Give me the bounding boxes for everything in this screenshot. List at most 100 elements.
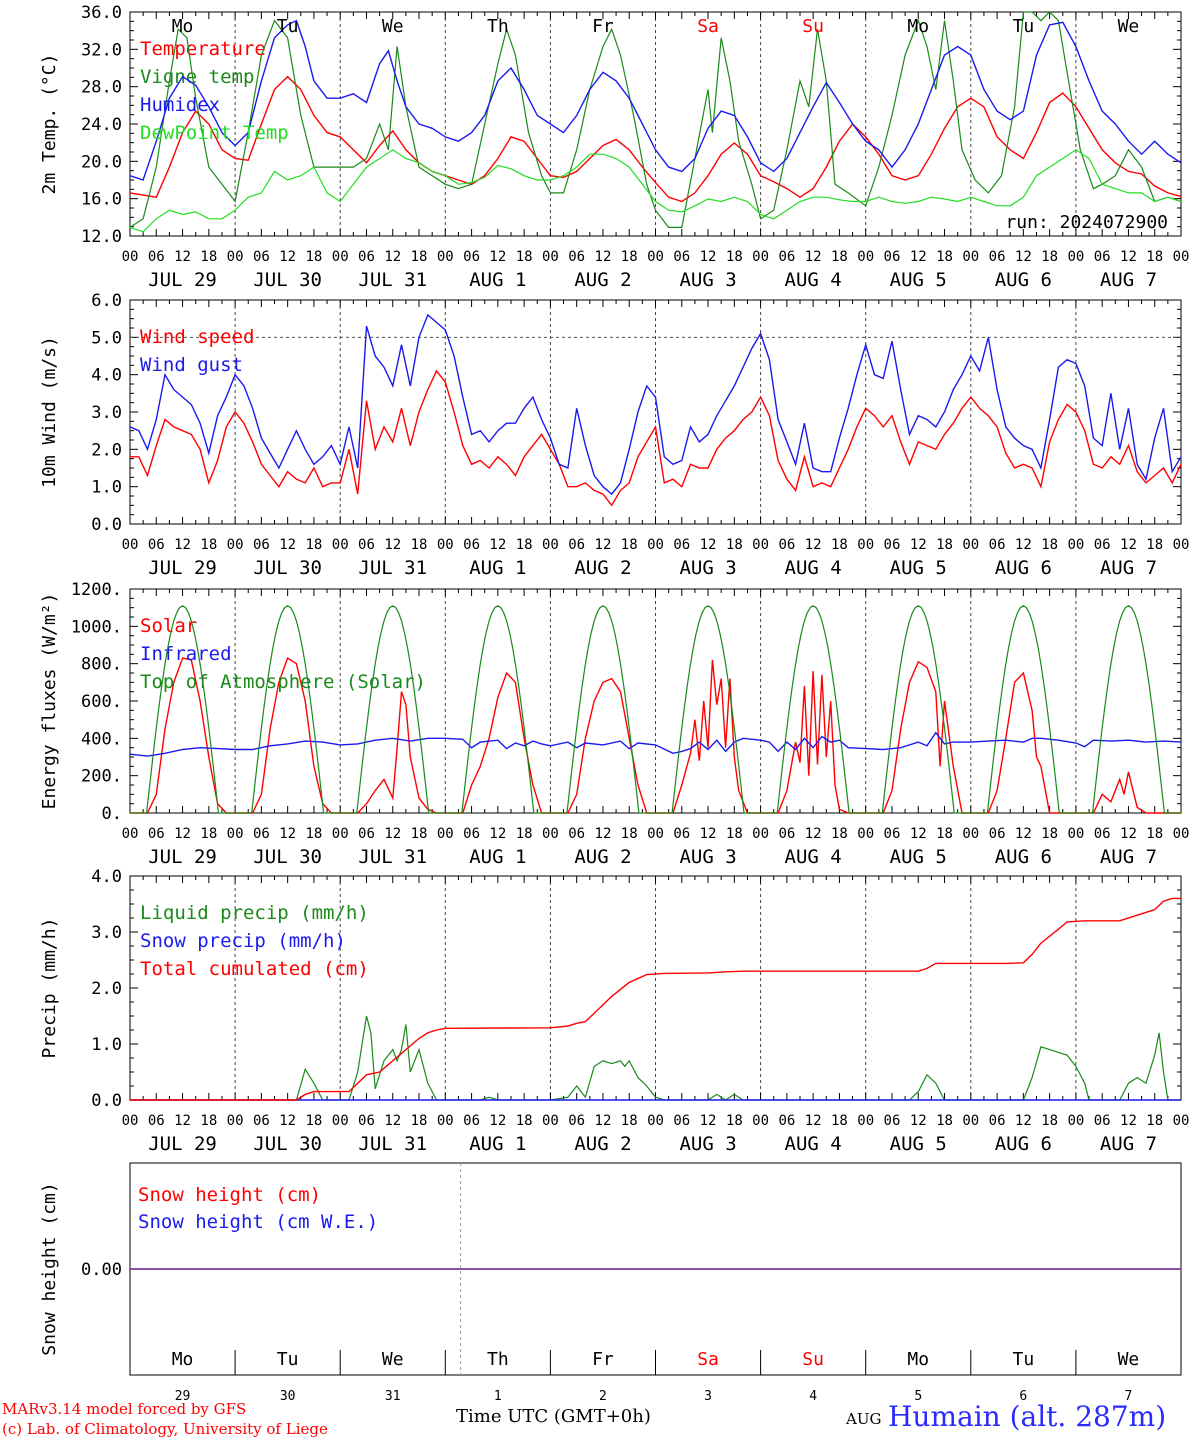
x-hour-label: 06 <box>884 537 901 553</box>
legend-entry: Top of Atmosphere (Solar) <box>140 671 426 693</box>
x-hour-label: 00 <box>227 826 244 842</box>
y-tick-label: 1000. <box>71 617 122 637</box>
x-hour-label: 06 <box>463 826 480 842</box>
weekday-label: Mo <box>907 16 929 37</box>
x-day-label: JUL 29 <box>148 557 217 579</box>
x-hour-label: 12 <box>384 249 401 265</box>
x-hour-label: 12 <box>805 826 822 842</box>
x-hour-label: 06 <box>253 1113 270 1129</box>
x-day-label: AUG 1 <box>469 1133 526 1155</box>
x-hour-label: 06 <box>148 1113 165 1129</box>
x-hour-label: 00 <box>857 537 874 553</box>
x-hour-label: 12 <box>489 537 506 553</box>
x-hour-label: 18 <box>516 1113 533 1129</box>
x-day-label: AUG 2 <box>574 846 631 868</box>
x-hour-label: 00 <box>752 537 769 553</box>
x-day-label: AUG 6 <box>995 846 1052 868</box>
x-hour-label: 12 <box>384 826 401 842</box>
y-axis-title: Snow height (cm) <box>39 1182 60 1355</box>
x-hour-label: 12 <box>1015 537 1032 553</box>
weekday-label: Fr <box>592 1349 614 1370</box>
y-axis-title: 2m Temp. (°C) <box>39 54 60 195</box>
x-day-label: JUL 30 <box>253 846 322 868</box>
x-hour-label: 06 <box>463 537 480 553</box>
x-day-label: JUL 31 <box>358 269 427 291</box>
x-hour-label: 18 <box>1146 249 1163 265</box>
x-hour-label: 00 <box>122 1113 139 1129</box>
x-hour-label: 18 <box>1146 537 1163 553</box>
x-hour-label: 06 <box>568 249 585 265</box>
x-hour-label: 00 <box>437 1113 454 1129</box>
y-tick-label: 600. <box>81 692 122 712</box>
y-tick-label: 4.0 <box>91 366 122 386</box>
weekday-label: Su <box>802 16 824 37</box>
x-hour-label: 06 <box>673 1113 690 1129</box>
x-hour-label: 06 <box>989 826 1006 842</box>
y-axis-title: 10m Wind (m/s) <box>39 336 60 488</box>
x-day-label: AUG 6 <box>995 1133 1052 1155</box>
x-day-label: JUL 29 <box>148 1133 217 1155</box>
x-hour-label: 00 <box>1173 1113 1190 1129</box>
x-day-label: AUG 3 <box>679 846 736 868</box>
x-hour-label: 00 <box>437 826 454 842</box>
x-hour-label: 00 <box>542 537 559 553</box>
x-hour-label: 06 <box>989 249 1006 265</box>
y-tick-label: 200. <box>81 767 122 787</box>
x-hour-label: 18 <box>200 826 217 842</box>
x-hour-label: 06 <box>568 826 585 842</box>
x-hour-label: 18 <box>305 826 322 842</box>
x-hour-label: 06 <box>1094 249 1111 265</box>
x-hour-label: 18 <box>200 537 217 553</box>
x-hour-label: 06 <box>1094 1113 1111 1129</box>
x-hour-label: 12 <box>384 1113 401 1129</box>
x-hour-label: 06 <box>148 537 165 553</box>
y-tick-label: 1.0 <box>91 1035 122 1055</box>
y-tick-label: 28.0 <box>81 78 122 98</box>
x-hour-label: 12 <box>384 537 401 553</box>
x-day-number: 2 <box>599 1389 607 1404</box>
x-day-number: 7 <box>1125 1389 1133 1404</box>
x-hour-label: 00 <box>647 249 664 265</box>
x-hour-label: 18 <box>831 537 848 553</box>
x-hour-label: 00 <box>1067 537 1084 553</box>
y-tick-label: 5.0 <box>91 328 122 348</box>
x-hour-label: 12 <box>174 537 191 553</box>
x-day-label: AUG 1 <box>469 269 526 291</box>
y-tick-label: 0.00 <box>81 1260 122 1280</box>
x-hour-label: 18 <box>621 826 638 842</box>
x-hour-label: 18 <box>936 249 953 265</box>
x-hour-label: 00 <box>437 537 454 553</box>
x-hour-label: 12 <box>1120 826 1137 842</box>
x-hour-label: 18 <box>831 1113 848 1129</box>
x-hour-label: 00 <box>542 1113 559 1129</box>
x-day-label: JUL 30 <box>253 557 322 579</box>
x-hour-label: 06 <box>673 537 690 553</box>
x-hour-label: 00 <box>1173 826 1190 842</box>
y-tick-label: 24.0 <box>81 115 122 135</box>
x-hour-label: 12 <box>1120 1113 1137 1129</box>
x-hour-label: 18 <box>726 249 743 265</box>
x-day-number: 30 <box>280 1389 296 1404</box>
weekday-label: Su <box>802 1349 824 1370</box>
x-day-label: JUL 29 <box>148 846 217 868</box>
x-hour-label: 00 <box>1067 249 1084 265</box>
y-tick-label: 12.0 <box>81 227 122 247</box>
y-tick-label: 1.0 <box>91 478 122 498</box>
x-hour-label: 00 <box>752 1113 769 1129</box>
x-hour-label: 18 <box>411 537 428 553</box>
y-tick-label: 4.0 <box>91 867 122 887</box>
x-day-label: JUL 30 <box>253 1133 322 1155</box>
x-day-label: AUG 5 <box>890 557 947 579</box>
x-hour-label: 18 <box>1041 249 1058 265</box>
series-line-top-of-atmosphere-solar- <box>130 605 1181 814</box>
x-hour-label: 18 <box>1041 1113 1058 1129</box>
x-hour-label: 06 <box>463 249 480 265</box>
x-hour-label: 12 <box>489 1113 506 1129</box>
x-hour-label: 06 <box>884 249 901 265</box>
x-hour-label: 00 <box>122 826 139 842</box>
weekday-label: Tu <box>1013 1349 1035 1370</box>
credit-line-1: MARv3.14 model forced by GFS <box>2 1400 247 1418</box>
x-day-number: 1 <box>494 1389 502 1404</box>
x-hour-label: 12 <box>489 249 506 265</box>
legend-entry: Snow height (cm W.E.) <box>138 1211 378 1233</box>
